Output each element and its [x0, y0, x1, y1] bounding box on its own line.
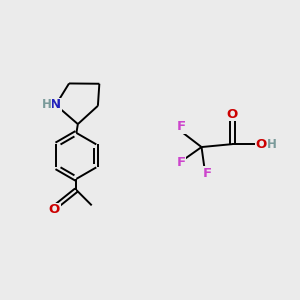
Text: H: H: [41, 98, 51, 111]
Text: O: O: [227, 108, 238, 121]
Text: O: O: [49, 203, 60, 216]
Text: F: F: [176, 156, 185, 169]
Text: F: F: [176, 120, 185, 133]
Text: O: O: [256, 138, 267, 151]
Text: N: N: [50, 98, 61, 111]
Text: H: H: [267, 138, 277, 151]
Text: F: F: [203, 167, 212, 180]
